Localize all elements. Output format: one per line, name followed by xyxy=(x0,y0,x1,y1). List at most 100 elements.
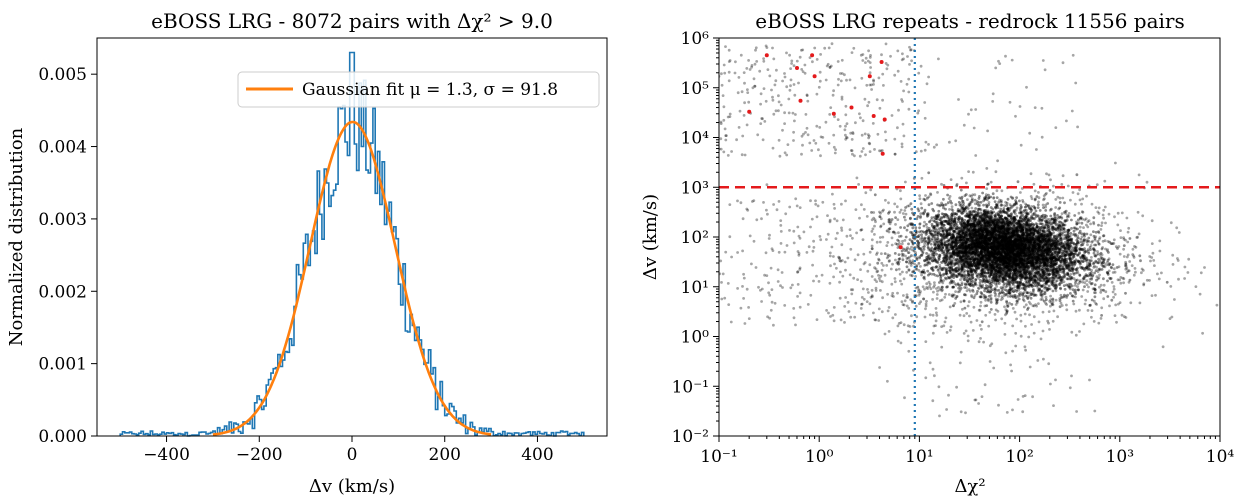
scatter-point xyxy=(1024,227,1028,231)
scatter-point xyxy=(975,247,979,251)
scatter-point xyxy=(968,243,972,246)
scatter-point xyxy=(1085,240,1089,244)
scatter-point xyxy=(1058,266,1062,270)
scatter-point xyxy=(1021,261,1024,265)
scatter-point xyxy=(1017,266,1021,270)
scatter-point xyxy=(1003,258,1007,262)
scatter-point xyxy=(985,304,989,307)
scatter-point xyxy=(1012,263,1015,267)
scatter-point xyxy=(998,251,1001,255)
scatter-point xyxy=(1080,247,1084,251)
scatter-point xyxy=(989,266,993,270)
scatter-point xyxy=(1049,260,1053,264)
scatter-point xyxy=(1093,254,1097,258)
left-y-tick-label: 0.005 xyxy=(38,65,87,85)
scatter-point xyxy=(1043,256,1047,259)
scatter-point xyxy=(1037,256,1040,260)
scatter-point xyxy=(1026,239,1030,243)
scatter-point xyxy=(1018,246,1022,250)
scatter-point xyxy=(930,202,934,205)
scatter-point xyxy=(1006,250,1009,254)
scatter-point xyxy=(1009,215,1013,219)
scatter-point xyxy=(1016,252,1019,256)
scatter-point xyxy=(1059,237,1062,241)
scatter-point xyxy=(1022,217,1025,221)
scatter-point xyxy=(1045,240,1049,243)
scatter-point xyxy=(945,233,949,237)
scatter-point xyxy=(965,224,968,228)
scatter-point xyxy=(979,284,983,288)
scatter-point xyxy=(1012,233,1016,237)
scatter-point xyxy=(967,239,970,243)
scatter-point xyxy=(1038,276,1042,279)
scatter-point xyxy=(1044,255,1048,259)
scatter-point xyxy=(1067,246,1071,250)
scatter-point xyxy=(1042,254,1046,258)
scatter-point xyxy=(1047,251,1051,254)
scatter-point xyxy=(1070,218,1073,222)
scatter-point xyxy=(1069,261,1072,265)
scatter-point xyxy=(1048,250,1052,254)
scatter-point xyxy=(997,236,1001,240)
scatter-point xyxy=(1093,295,1097,299)
scatter-point xyxy=(969,251,973,255)
scatter-point xyxy=(1054,269,1058,272)
scatter-point xyxy=(1046,253,1049,256)
scatter-point xyxy=(947,233,951,237)
scatter-point xyxy=(981,225,985,229)
scatter-point xyxy=(1000,268,1003,272)
scatter-point xyxy=(1033,260,1037,264)
scatter-point xyxy=(930,232,933,236)
scatter-point xyxy=(997,269,1001,273)
scatter-point xyxy=(980,244,983,247)
scatter-point xyxy=(989,245,992,249)
scatter-point xyxy=(988,257,992,261)
scatter-point xyxy=(1032,244,1035,248)
scatter-point xyxy=(974,207,977,210)
scatter-point xyxy=(1028,283,1032,286)
scatter-point xyxy=(1070,227,1073,230)
scatter-point xyxy=(985,266,989,270)
scatter-point xyxy=(1011,217,1015,221)
scatter-point xyxy=(981,230,985,233)
scatter-point xyxy=(1037,270,1041,274)
scatter-point xyxy=(1055,239,1059,243)
scatter-point xyxy=(988,224,992,227)
scatter-point xyxy=(1038,233,1041,237)
scatter-point xyxy=(1088,304,1092,307)
scatter-point xyxy=(935,217,939,221)
scatter-point xyxy=(1026,308,1029,311)
scatter-point xyxy=(1002,238,1006,242)
scatter-points xyxy=(719,42,1219,418)
scatter-point xyxy=(1021,267,1025,271)
scatter-point xyxy=(1063,201,1066,205)
scatter-point xyxy=(1030,235,1034,239)
scatter-point xyxy=(1010,223,1014,226)
scatter-point xyxy=(1033,250,1037,254)
scatter-point xyxy=(995,257,999,260)
scatter-point xyxy=(1043,263,1046,267)
scatter-point xyxy=(978,224,982,227)
scatter-point xyxy=(966,282,969,286)
scatter-point xyxy=(978,281,982,285)
scatter-point xyxy=(1022,270,1026,274)
scatter-point xyxy=(1065,283,1068,287)
scatter-point xyxy=(964,246,968,250)
scatter-point xyxy=(993,236,997,240)
scatter-point xyxy=(1020,244,1023,247)
scatter-point xyxy=(1031,238,1034,242)
scatter-point xyxy=(1006,242,1010,246)
scatter-point xyxy=(1030,261,1033,265)
scatter-point xyxy=(1004,264,1007,268)
scatter-point xyxy=(950,234,954,238)
scatter-point xyxy=(995,259,999,262)
scatter-point xyxy=(989,269,993,272)
scatter-point xyxy=(957,267,961,271)
scatter-point xyxy=(1017,228,1021,232)
scatter-point xyxy=(999,231,1003,235)
scatter-point xyxy=(1006,231,1010,234)
scatter-point xyxy=(1023,208,1027,212)
scatter-point xyxy=(995,248,999,252)
scatter-point xyxy=(1050,253,1054,257)
scatter-point xyxy=(1036,238,1040,242)
